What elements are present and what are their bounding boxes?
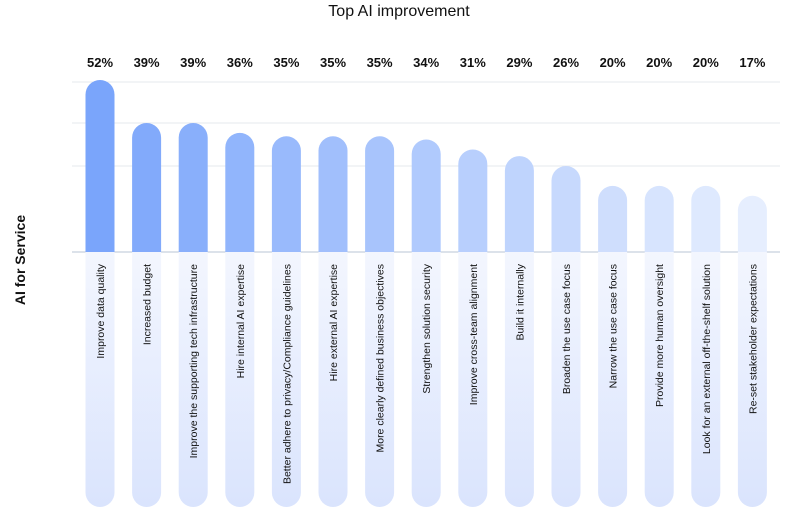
value-label-6: 35% (367, 55, 393, 70)
value-label-13: 20% (693, 55, 719, 70)
bar-2 (178, 123, 208, 252)
bar-label-pill-11 (598, 252, 628, 508)
value-label-8: 31% (460, 55, 486, 70)
category-label-4: Better adhere to privacy/Compliance guid… (281, 264, 293, 484)
bar-label-pill-5 (318, 252, 348, 508)
category-label-10: Broaden the use case focus (561, 264, 573, 394)
value-label-11: 20% (600, 55, 626, 70)
category-label-5: Hire external AI expertise (328, 264, 340, 381)
bar-label-pill-3 (225, 252, 255, 508)
value-label-2: 39% (180, 55, 206, 70)
category-label-13: Look for an external off-the-shelf solut… (701, 264, 713, 454)
value-label-10: 26% (553, 55, 579, 70)
bar-label-pill-9 (504, 252, 534, 507)
bar-12 (644, 185, 674, 252)
bar-label-pill-8 (458, 252, 488, 508)
bar-9 (504, 156, 534, 252)
bar-10 (551, 166, 581, 252)
category-label-14: Re-set stakeholder expectations (747, 264, 759, 414)
bar-6 (365, 136, 395, 252)
bar-1 (132, 123, 162, 252)
category-label-6: More clearly defined business objectives (375, 264, 387, 453)
value-label-14: 17% (739, 55, 765, 70)
bar-label-pill-1 (132, 252, 162, 508)
category-label-11: Narrow the use case focus (608, 264, 620, 388)
bar-label-pill-0 (85, 252, 115, 508)
category-label-0: Improve data quality (95, 263, 107, 358)
bar-label-pill-12 (644, 252, 674, 508)
value-label-7: 34% (413, 55, 439, 70)
category-label-3: Hire internal AI expertise (235, 264, 247, 379)
bar-13 (691, 185, 721, 252)
category-label-9: Build it internally (514, 263, 526, 340)
bar-label-pill-2 (178, 252, 208, 508)
bar-label-pill-10 (551, 252, 581, 508)
bar-3 (225, 132, 255, 252)
bar-11 (598, 185, 628, 252)
bar-label-pill-4 (271, 252, 301, 508)
bar-label-pill-7 (411, 252, 441, 508)
category-label-8: Improve cross-team alignment (468, 264, 480, 405)
bar-14 (737, 195, 767, 252)
category-label-2: Improve the supporting tech infrastructu… (188, 264, 200, 459)
category-label-1: Increased budget (142, 264, 154, 345)
category-label-7: Strengthen solution security (421, 263, 433, 393)
value-label-4: 35% (273, 55, 299, 70)
bar-4 (271, 136, 301, 252)
value-label-12: 20% (646, 55, 672, 70)
bar-7 (411, 139, 441, 252)
bar-0 (85, 80, 115, 252)
category-label-12: Provide more human oversight (654, 264, 666, 407)
chart-title: Top AI improvement (328, 3, 470, 20)
value-label-9: 29% (506, 55, 532, 70)
bar-label-pill-13 (691, 252, 721, 508)
value-label-5: 35% (320, 55, 346, 70)
bars (85, 80, 767, 508)
bar-8 (458, 149, 488, 252)
value-label-1: 39% (134, 55, 160, 70)
bar-label-pill-14 (737, 252, 767, 508)
value-label-3: 36% (227, 55, 253, 70)
bar-label-pill-6 (365, 252, 395, 508)
value-label-0: 52% (87, 55, 113, 70)
labels: 52% Improve data quality 39% Increased budg… (87, 55, 766, 484)
bar-5 (318, 136, 348, 252)
